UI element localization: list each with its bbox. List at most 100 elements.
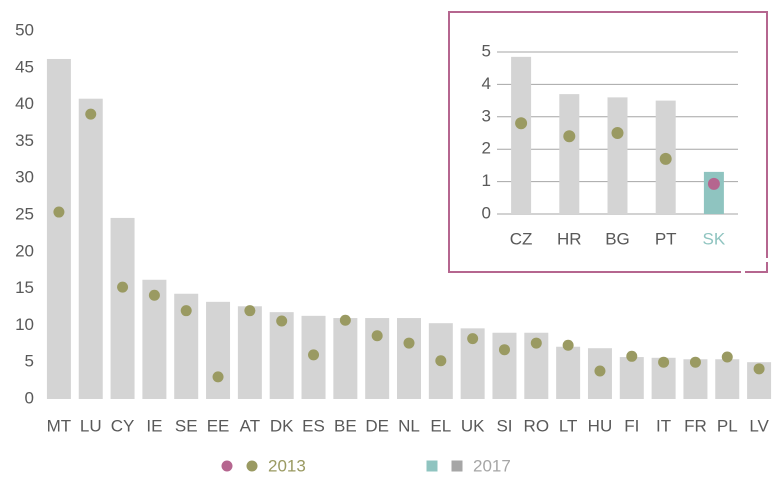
dot (515, 117, 528, 130)
y-tick-label: 0 (482, 203, 491, 222)
dot (53, 206, 65, 218)
dot (563, 130, 576, 143)
x-tick-label: EL (430, 416, 451, 435)
bar (237, 306, 262, 399)
x-tick-label: MT (47, 416, 72, 435)
x-tick-label: PL (717, 416, 738, 435)
bar (397, 318, 421, 399)
y-tick-label: 15 (15, 278, 34, 297)
y-tick-label: 0 (25, 388, 34, 407)
dot (659, 152, 672, 165)
x-tick-label: BE (334, 416, 357, 435)
y-tick-label: 4 (482, 74, 491, 93)
x-tick-label: FI (624, 416, 639, 435)
dot (403, 337, 415, 349)
y-tick-label: 35 (15, 131, 34, 150)
dot (117, 281, 129, 293)
x-tick-label: LT (559, 416, 578, 435)
inset-border-corner (745, 262, 768, 273)
bar (715, 359, 740, 399)
bar (365, 318, 390, 399)
legend-swatch (246, 460, 258, 472)
bar (511, 56, 532, 214)
dot (244, 305, 256, 317)
bar (78, 98, 103, 399)
x-tick-label: SI (496, 416, 512, 435)
dot (626, 350, 638, 362)
x-tick-label: SK (703, 229, 726, 248)
x-tick-label: RO (524, 416, 550, 435)
y-tick-label: 40 (15, 94, 34, 113)
legend-swatch (426, 460, 438, 472)
bar (559, 94, 580, 214)
x-tick-label: CZ (510, 229, 533, 248)
dot (721, 351, 733, 363)
dot (611, 127, 624, 139)
x-tick-label: AT (240, 416, 260, 435)
dot (180, 305, 192, 317)
dot (689, 356, 701, 368)
y-tick-label: 30 (15, 168, 34, 187)
dot (339, 314, 351, 326)
x-tick-label: DK (270, 416, 294, 435)
x-tick-label: BG (605, 229, 630, 248)
dot (371, 330, 383, 342)
dot (85, 108, 97, 120)
bar (333, 318, 358, 399)
legend-swatch (451, 460, 463, 472)
x-tick-label: FR (684, 416, 707, 435)
y-tick-label: 10 (15, 315, 34, 334)
y-tick-label: 20 (15, 241, 34, 260)
bar (492, 332, 517, 399)
bar (110, 217, 135, 399)
dot (308, 349, 320, 361)
x-tick-label: NL (398, 416, 420, 435)
inset-border (448, 11, 768, 273)
inset-chart: 0 1 2 3 4 5 CZ HR BG PT SK (482, 41, 738, 248)
legend: 2013 2017 (221, 456, 511, 475)
y-tick-label: 5 (482, 41, 491, 60)
dot (276, 315, 288, 327)
y-tick-label: 45 (15, 57, 34, 76)
dot (212, 371, 224, 383)
dot (498, 344, 510, 356)
bar (607, 97, 628, 214)
dot (753, 363, 765, 375)
y-tick-label: 50 (15, 20, 34, 39)
x-tick-label: IE (146, 416, 162, 435)
x-tick-label: DE (365, 416, 389, 435)
x-tick-label: SE (175, 416, 198, 435)
x-tick-label: LV (749, 416, 769, 435)
x-tick-label: HU (588, 416, 613, 435)
x-tick-label: PT (655, 229, 677, 248)
x-tick-label: HR (557, 229, 582, 248)
legend-swatch (221, 460, 233, 472)
dot (467, 333, 479, 345)
bar (206, 301, 231, 399)
dot (148, 289, 160, 301)
dot (707, 177, 720, 190)
bar (556, 346, 581, 399)
y-tick-label: 1 (482, 171, 491, 190)
y-tick-label: 5 (25, 352, 34, 371)
dot (594, 365, 606, 377)
dot (435, 355, 447, 367)
x-tick-label: CY (111, 416, 135, 435)
bar (46, 58, 71, 400)
dot (530, 337, 542, 349)
y-tick-label: 2 (482, 139, 491, 158)
x-tick-label: IT (656, 416, 671, 435)
x-tick-label: LU (80, 416, 102, 435)
legend-label: 2017 (473, 456, 511, 475)
x-tick-label: ES (302, 416, 325, 435)
dot (562, 339, 574, 351)
x-tick-label: EE (207, 416, 230, 435)
bar (269, 312, 294, 399)
y-tick-label: 25 (15, 204, 34, 223)
bar (619, 357, 644, 399)
y-tick-label: 3 (482, 106, 491, 125)
x-tick-label: UK (461, 416, 485, 435)
